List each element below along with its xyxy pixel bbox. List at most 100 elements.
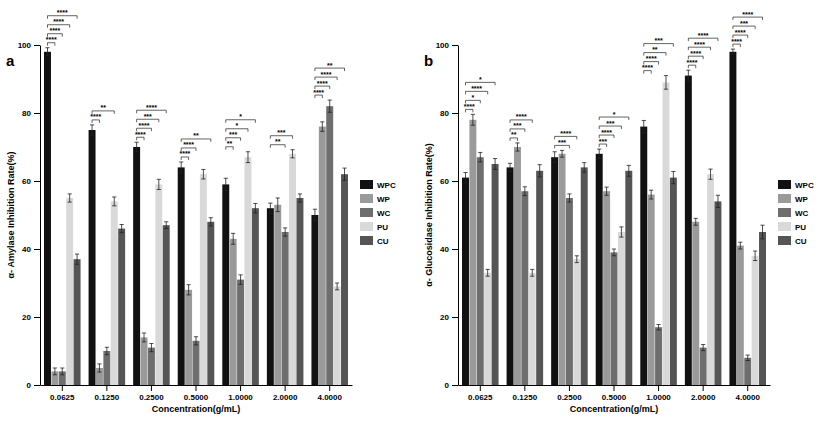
legend-label: WC bbox=[377, 209, 391, 218]
tick-mark bbox=[240, 385, 241, 391]
error-bar bbox=[342, 168, 346, 180]
tick: 1.0000 bbox=[228, 385, 253, 402]
error-bar bbox=[523, 187, 527, 196]
tick-mark bbox=[329, 385, 330, 391]
significance-label: ** bbox=[100, 104, 106, 111]
error-bar bbox=[463, 173, 467, 183]
error-bar bbox=[112, 197, 116, 206]
error-bar bbox=[298, 194, 302, 202]
error-bar bbox=[105, 347, 109, 354]
error-bar bbox=[187, 285, 191, 295]
significance-label: ** bbox=[327, 62, 333, 69]
tick: 100 bbox=[18, 41, 40, 50]
significance-label: * bbox=[239, 113, 242, 120]
tick-mark bbox=[480, 385, 481, 391]
tick: 60 bbox=[22, 177, 40, 186]
significance-label: **** bbox=[49, 27, 60, 34]
bar bbox=[289, 154, 296, 385]
bar bbox=[492, 164, 499, 385]
series bbox=[59, 100, 333, 385]
significance-label: ** bbox=[652, 46, 658, 53]
bar bbox=[155, 184, 162, 385]
bar bbox=[596, 154, 603, 385]
tick-label: 40 bbox=[440, 245, 449, 254]
bar bbox=[74, 259, 81, 385]
error-bar bbox=[760, 225, 764, 239]
bar bbox=[462, 178, 469, 385]
error-bar bbox=[53, 368, 57, 375]
significance-label: **** bbox=[560, 130, 571, 137]
bar bbox=[507, 167, 514, 385]
bar bbox=[244, 157, 251, 385]
legend-label: WC bbox=[795, 209, 809, 218]
y-axis: 020406080100 bbox=[18, 41, 41, 390]
error-bar bbox=[605, 187, 609, 195]
x-axis: 0.06250.12500.25000.50001.00002.00004.00… bbox=[41, 385, 353, 402]
tick-mark bbox=[452, 113, 458, 114]
tick: 0.5000 bbox=[184, 385, 209, 402]
bar bbox=[44, 52, 51, 385]
bar bbox=[222, 184, 229, 385]
significance-label: *** bbox=[277, 129, 285, 136]
error-bar bbox=[582, 163, 586, 173]
bar bbox=[611, 252, 618, 385]
tick-mark bbox=[452, 181, 458, 182]
tick-label: 100 bbox=[18, 41, 32, 50]
significance-label: **** bbox=[642, 64, 653, 71]
error-bar bbox=[701, 345, 705, 351]
y-axis-title: α- Glucosidase Inhibition Rate(%) bbox=[424, 143, 434, 287]
significance-label: **** bbox=[57, 9, 68, 16]
tick: 40 bbox=[22, 245, 40, 254]
bar bbox=[207, 222, 214, 385]
bar bbox=[296, 198, 303, 385]
tick: 60 bbox=[440, 177, 458, 186]
tick-label: 1.0000 bbox=[228, 393, 253, 402]
tick: 0.1250 bbox=[513, 385, 538, 402]
legend-swatch bbox=[360, 180, 373, 189]
significance-label: * bbox=[236, 122, 239, 129]
significance-label: *** bbox=[740, 20, 748, 27]
bar bbox=[573, 259, 580, 385]
bar bbox=[625, 171, 632, 385]
bar bbox=[551, 157, 558, 385]
significance-label: **** bbox=[471, 85, 482, 92]
tick: 4.0000 bbox=[735, 385, 760, 402]
x-axis-title: Concentration(g/mL) bbox=[152, 404, 241, 414]
bar bbox=[707, 174, 714, 385]
bar bbox=[274, 205, 281, 385]
chart: 0204060801000.06250.12500.25000.50001.00… bbox=[6, 9, 396, 414]
series bbox=[66, 150, 340, 385]
bar bbox=[282, 232, 289, 385]
error-bar bbox=[567, 194, 571, 202]
tick-mark bbox=[747, 385, 748, 391]
significance-label: **** bbox=[601, 129, 612, 136]
bar bbox=[334, 286, 341, 385]
tick: 100 bbox=[436, 41, 458, 50]
error-bar bbox=[486, 269, 490, 276]
bar bbox=[469, 120, 476, 385]
significance-label: **** bbox=[464, 103, 475, 110]
bar bbox=[118, 229, 125, 385]
error-bar bbox=[746, 355, 750, 360]
tick-label: 2.0000 bbox=[273, 393, 298, 402]
legend-swatch bbox=[360, 222, 373, 231]
bar bbox=[200, 174, 207, 385]
significance-label: **** bbox=[146, 104, 157, 111]
significance: ****************************************… bbox=[464, 11, 763, 149]
legend: WPCWPWCPUCU bbox=[360, 180, 396, 246]
error-bar bbox=[201, 169, 205, 179]
tick-label: 0 bbox=[27, 381, 32, 390]
tick-mark bbox=[151, 385, 152, 391]
axis-line bbox=[458, 46, 459, 386]
y-axis: 020406080100 bbox=[436, 41, 459, 390]
tick: 40 bbox=[440, 245, 458, 254]
tick: 20 bbox=[22, 313, 40, 322]
axis-line bbox=[40, 46, 41, 386]
significance-label: **** bbox=[46, 36, 57, 43]
legend-label: WP bbox=[795, 195, 809, 204]
error-bar bbox=[553, 152, 557, 163]
plot-area bbox=[462, 49, 766, 385]
error-bar bbox=[738, 242, 742, 249]
tick-mark bbox=[452, 45, 458, 46]
error-bar bbox=[515, 143, 519, 151]
